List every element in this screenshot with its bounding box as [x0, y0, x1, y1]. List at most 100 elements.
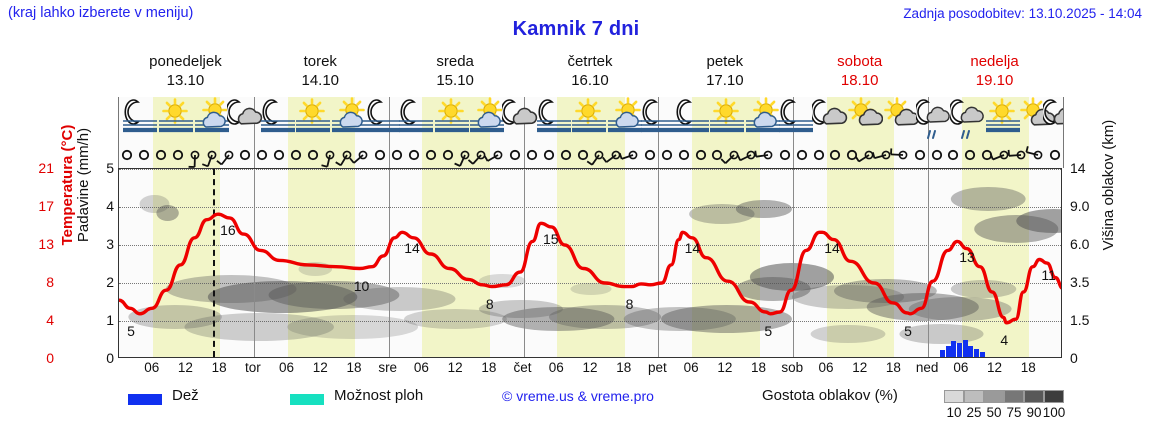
temperature-value-label: 10	[353, 277, 370, 294]
temperature-value-label: 15	[542, 231, 559, 248]
showers-legend-swatch	[290, 394, 324, 405]
day-date: 14.10	[301, 72, 340, 89]
wind-barb	[1021, 143, 1055, 168]
rain-bar	[962, 339, 968, 357]
wind-calm-icon	[144, 143, 178, 168]
x-tick-label: 12	[447, 360, 463, 375]
x-tick-label: 18	[616, 360, 632, 375]
temperature-value-label: 11	[1041, 267, 1056, 284]
wind-barb	[448, 143, 482, 168]
x-tick-label: 18	[346, 360, 362, 375]
day-separator-6	[928, 143, 930, 168]
sun-cloud-fog-icon	[194, 97, 230, 143]
x-tick-label: 12	[852, 360, 868, 375]
moon-clear-fog-icon	[365, 97, 401, 143]
cloud-density-swatch-5	[1044, 390, 1064, 403]
wind-calm-icon	[397, 143, 431, 168]
x-tick-label: 12	[312, 360, 328, 375]
wind-barb	[582, 143, 616, 168]
sun-cloud-icon	[883, 97, 919, 143]
rain-legend-label: Dež	[172, 387, 199, 404]
day-name: nedelja	[970, 53, 1019, 70]
x-axis-tick-row: 06 12 18 tor 06 12 18 sre 06 12 18 čet 06 12 18 pet 06 12…	[118, 360, 1062, 378]
wind-calm-icon	[228, 143, 262, 168]
wind-calm-icon	[414, 143, 448, 168]
weather-icon-band	[118, 97, 1064, 143]
grid-line-1	[119, 321, 1061, 322]
wind-barb	[1004, 143, 1038, 168]
day-separator-4	[658, 97, 660, 143]
wind-barb	[616, 143, 650, 168]
rain-bar	[974, 348, 980, 357]
moon-clear-fog-icon	[122, 97, 158, 143]
wind-calm-icon	[633, 143, 667, 168]
temperature-value-label: 14	[404, 240, 420, 257]
daylight-shade-2	[422, 169, 490, 357]
day-name: sobota	[837, 53, 883, 70]
x-tick-label: 06	[413, 360, 429, 375]
wind-barb	[346, 143, 380, 168]
daylight-shade-4	[692, 169, 760, 357]
x-tick-label: tor	[244, 360, 261, 375]
cloud-density-tick: 10	[946, 405, 962, 420]
wind-calm-icon	[161, 143, 195, 168]
day-separator-4	[658, 143, 660, 168]
moon-clear-fog-icon	[640, 97, 676, 143]
wind-calm-icon	[119, 143, 144, 168]
wind-barb	[734, 143, 768, 168]
sun-clear-fog-icon	[709, 97, 745, 143]
day-date: 13.10	[166, 72, 205, 89]
wind-calm-icon	[515, 143, 549, 168]
wind-calm-icon	[363, 143, 397, 168]
moon-clear-fog-icon	[778, 97, 814, 143]
showers-legend-label: Možnost ploh	[334, 387, 424, 404]
temperature-curve	[119, 212, 1061, 325]
x-tick-label: ned	[915, 360, 939, 375]
cloud-height-tick: 0	[1070, 350, 1078, 366]
moon-clear-fog-icon	[536, 97, 572, 143]
wind-calm-icon	[532, 143, 566, 168]
day-separator-5	[793, 97, 795, 143]
wind-barb	[886, 143, 920, 168]
day-separator-2	[388, 143, 390, 168]
temperature-value-label: 16	[220, 222, 236, 239]
cloud-density-legend-title: Gostota oblakov (%)	[762, 387, 898, 404]
x-tick-label: 06	[818, 360, 834, 375]
location-menu-note[interactable]: (kraj lahko izberete v meniju)	[8, 5, 194, 21]
sun-clear-fog-icon	[985, 97, 1021, 143]
plot-day-separator-4	[658, 169, 660, 357]
day-header-4: petek 17.10	[657, 52, 792, 92]
temperature-value-label: 5	[764, 322, 773, 339]
cloud-density-swatch-2	[984, 390, 1004, 403]
moon-cloud-rain-icon	[948, 97, 986, 143]
x-tick-label: 06	[953, 360, 969, 375]
wind-calm-icon	[768, 143, 802, 168]
temperature-value-label: 14	[824, 240, 840, 257]
page-title: Kamnik 7 dni	[512, 18, 640, 40]
day-header-5: sobota 18.10	[792, 52, 927, 92]
sun-cloud-fog-icon	[745, 97, 781, 143]
x-tick-label: 18	[885, 360, 901, 375]
sun-clear-fog-icon	[571, 97, 607, 143]
plot-day-separator-2	[388, 169, 390, 357]
cloud-density-swatch-1	[964, 390, 984, 403]
cloud-density-swatch-3	[1004, 390, 1024, 403]
wind-barb	[178, 143, 212, 168]
temperature-value-label: 8	[485, 295, 494, 312]
wind-calm-icon	[684, 143, 718, 168]
wind-calm-icon	[1038, 143, 1063, 168]
wind-calm-icon	[296, 143, 330, 168]
cloud-height-tick: 6.0	[1070, 236, 1090, 252]
sun-cloud-icon	[847, 97, 883, 143]
x-tick-label: sob	[781, 360, 804, 375]
temperature-value-label: 13	[959, 249, 975, 266]
rain-bar	[940, 350, 946, 357]
wind-calm-icon	[498, 143, 532, 168]
wind-calm-icon	[431, 143, 465, 168]
temperature-value-label: 14	[684, 240, 701, 257]
day-header-0: ponedeljek 13.10	[118, 52, 253, 92]
forecast-plot: 5 16 10 14 8 15 8 14 5 14 5 13 4 11	[118, 168, 1062, 358]
sun-cloud-fog-icon	[607, 97, 643, 143]
cloud-density-tick: 25	[966, 405, 982, 420]
